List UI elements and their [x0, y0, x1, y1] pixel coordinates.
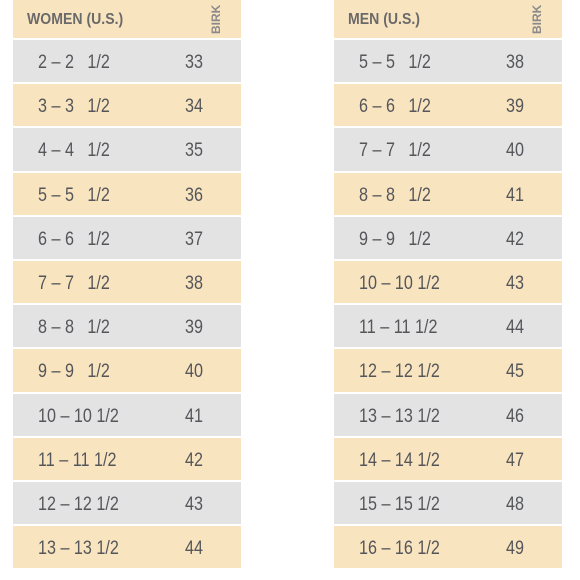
birk-size-cell: 39 [506, 96, 524, 118]
men-rows: 5 – 5 1/2 38 6 – 6 1/2 39 7 – 7 1/2 40 8 – 8 1… [334, 40, 562, 571]
table-row: 10 – 10 1/2 43 [334, 260, 562, 306]
birk-size-cell: 47 [506, 449, 524, 471]
women-header-label: WOMEN (U.S.) [27, 11, 124, 28]
table-row: 9 – 9 1/2 40 [13, 349, 241, 394]
us-size-cell: 9 – 9 1/2 [359, 228, 431, 250]
us-size-cell: 12 – 12 1/2 [38, 493, 119, 515]
table-row: 5 – 5 1/2 36 [13, 172, 241, 217]
table-row: 8 – 8 1/2 39 [13, 305, 241, 350]
table-row: 13 – 13 1/2 44 [13, 526, 241, 571]
table-row: 4 – 4 1/2 35 [13, 128, 241, 173]
birk-size-cell: 38 [506, 52, 524, 73]
us-size-cell: 5 – 5 1/2 [359, 52, 431, 73]
birk-size-cell: 42 [185, 449, 203, 471]
table-row: 13 – 13 1/2 46 [334, 393, 562, 438]
birk-size-cell: 39 [185, 317, 203, 339]
table-row: 6 – 6 1/2 39 [334, 84, 562, 129]
table-row: 9 – 9 1/2 42 [334, 216, 562, 261]
us-size-cell: 6 – 6 1/2 [359, 96, 431, 118]
us-size-cell: 8 – 8 1/2 [38, 317, 110, 339]
women-table-header: WOMEN (U.S.) BIRK [13, 0, 241, 40]
women-rows: 2 – 2 1/2 33 3 – 3 1/2 34 4 – 4 1/2 35 5 – 5 1… [13, 40, 241, 571]
us-size-cell: 3 – 3 1/2 [38, 96, 110, 118]
birk-size-cell: 44 [506, 317, 524, 339]
table-row: 3 – 3 1/2 34 [13, 84, 241, 129]
birk-size-cell: 49 [506, 538, 524, 560]
us-size-cell: 11 – 11 1/2 [38, 449, 117, 471]
birk-size-cell: 33 [185, 52, 203, 73]
women-size-table: WOMEN (U.S.) BIRK 2 – 2 1/2 33 3 – 3 1/2 34… [13, 0, 241, 571]
men-birk-column-label: BIRK [530, 4, 544, 34]
us-size-cell: 6 – 6 1/2 [38, 228, 110, 250]
table-row: 16 – 16 1/2 49 [334, 526, 562, 571]
men-header-label: MEN (U.S.) [348, 11, 420, 28]
table-row: 11 – 11 1/2 42 [13, 437, 241, 482]
men-size-table: MEN (U.S.) BIRK 5 – 5 1/2 38 6 – 6 1/2 39 7 … [334, 0, 562, 571]
birk-size-cell: 43 [185, 493, 203, 515]
birk-size-cell: 41 [506, 184, 524, 206]
table-row: 5 – 5 1/2 38 [334, 40, 562, 85]
us-size-cell: 12 – 12 1/2 [359, 361, 440, 383]
table-row: 12 – 12 1/2 45 [334, 349, 562, 394]
table-row: 11 – 11 1/2 44 [334, 305, 562, 350]
us-size-cell: 10 – 10 1/2 [359, 272, 440, 294]
us-size-cell: 9 – 9 1/2 [38, 361, 110, 383]
us-size-cell: 11 – 11 1/2 [359, 317, 438, 339]
birk-size-cell: 44 [185, 538, 203, 560]
birk-size-cell: 43 [506, 272, 524, 294]
table-row: 7 – 7 1/2 38 [13, 260, 241, 306]
birk-size-cell: 41 [185, 405, 203, 427]
table-row: 14 – 14 1/2 47 [334, 437, 562, 482]
birk-size-cell: 45 [506, 361, 524, 383]
us-size-cell: 14 – 14 1/2 [359, 449, 440, 471]
us-size-cell: 13 – 13 1/2 [359, 405, 440, 427]
us-size-cell: 13 – 13 1/2 [38, 538, 119, 560]
us-size-cell: 2 – 2 1/2 [38, 52, 110, 73]
birk-size-cell: 34 [185, 96, 203, 118]
us-size-cell: 7 – 7 1/2 [38, 272, 110, 294]
table-row: 6 – 6 1/2 37 [13, 216, 241, 261]
us-size-cell: 10 – 10 1/2 [38, 405, 119, 427]
birk-size-cell: 40 [185, 361, 203, 383]
birk-size-cell: 48 [506, 493, 524, 515]
birk-size-cell: 38 [185, 272, 203, 294]
us-size-cell: 7 – 7 1/2 [359, 140, 431, 162]
birk-size-cell: 42 [506, 228, 524, 250]
table-row: 15 – 15 1/2 48 [334, 481, 562, 527]
birk-size-cell: 37 [185, 228, 203, 250]
men-table-header: MEN (U.S.) BIRK [334, 0, 562, 40]
birk-size-cell: 35 [185, 140, 203, 162]
table-row: 2 – 2 1/2 33 [13, 40, 241, 85]
women-birk-column-label: BIRK [209, 4, 223, 34]
us-size-cell: 5 – 5 1/2 [38, 184, 110, 206]
birk-size-cell: 40 [506, 140, 524, 162]
table-row: 10 – 10 1/2 41 [13, 393, 241, 438]
us-size-cell: 16 – 16 1/2 [359, 538, 440, 560]
us-size-cell: 15 – 15 1/2 [359, 493, 440, 515]
us-size-cell: 8 – 8 1/2 [359, 184, 431, 206]
table-row: 7 – 7 1/2 40 [334, 128, 562, 173]
table-row: 8 – 8 1/2 41 [334, 172, 562, 217]
birk-size-cell: 46 [506, 405, 524, 427]
birk-size-cell: 36 [185, 184, 203, 206]
us-size-cell: 4 – 4 1/2 [38, 140, 110, 162]
table-row: 12 – 12 1/2 43 [13, 481, 241, 527]
